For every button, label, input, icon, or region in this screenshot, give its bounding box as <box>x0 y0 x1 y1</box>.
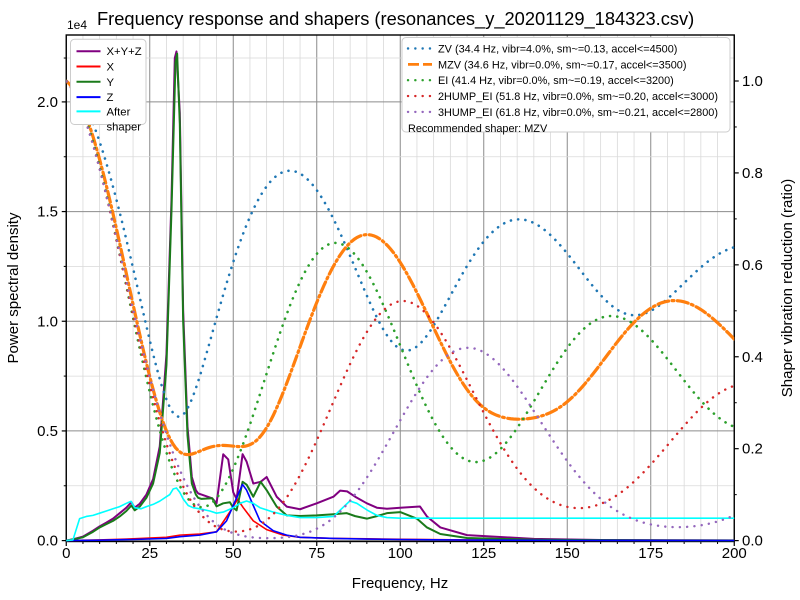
svg-text:Power spectral density: Power spectral density <box>5 212 22 363</box>
svg-text:1.0: 1.0 <box>742 73 763 90</box>
svg-text:100: 100 <box>388 545 413 562</box>
svg-text:shaper: shaper <box>107 122 142 134</box>
svg-text:0.8: 0.8 <box>742 165 763 182</box>
svg-text:150: 150 <box>555 545 580 562</box>
svg-text:Y: Y <box>107 77 115 89</box>
svg-text:Recommended shaper: MZV: Recommended shaper: MZV <box>408 123 548 135</box>
svg-text:X+Y+Z: X+Y+Z <box>107 46 142 58</box>
svg-text:25: 25 <box>141 545 158 562</box>
svg-text:2.0: 2.0 <box>37 94 58 111</box>
svg-text:1.5: 1.5 <box>37 204 58 221</box>
svg-text:2HUMP_EI (51.8 Hz, vibr=0.0%,: 2HUMP_EI (51.8 Hz, vibr=0.0%, sm~=0.20, … <box>438 91 718 103</box>
svg-text:50: 50 <box>225 545 242 562</box>
svg-text:Shaper vibration reduction (ra: Shaper vibration reduction (ratio) <box>779 179 796 397</box>
svg-text:0.4: 0.4 <box>742 349 763 366</box>
svg-text:125: 125 <box>471 545 496 562</box>
svg-text:175: 175 <box>638 545 663 562</box>
svg-text:0.5: 0.5 <box>37 423 58 440</box>
svg-text:0.6: 0.6 <box>742 257 763 274</box>
svg-text:Frequency response and shapers: Frequency response and shapers (resonanc… <box>97 8 694 30</box>
svg-text:0: 0 <box>62 545 70 562</box>
svg-text:EI (41.4 Hz, vibr=0.0%, sm~=0.: EI (41.4 Hz, vibr=0.0%, sm~=0.19, accel<… <box>438 75 674 87</box>
svg-text:X: X <box>107 62 115 74</box>
svg-text:0.0: 0.0 <box>742 533 763 550</box>
svg-text:3HUMP_EI (61.8 Hz, vibr=0.0%,: 3HUMP_EI (61.8 Hz, vibr=0.0%, sm~=0.21, … <box>438 107 718 119</box>
svg-text:0.0: 0.0 <box>37 533 58 550</box>
svg-text:1.0: 1.0 <box>37 313 58 330</box>
svg-text:1e4: 1e4 <box>67 18 87 32</box>
svg-text:MZV (34.6 Hz, vibr=0.0%, sm~=0: MZV (34.6 Hz, vibr=0.0%, sm~=0.17, accel… <box>438 59 687 71</box>
svg-text:Z: Z <box>107 92 114 104</box>
svg-text:ZV (34.4 Hz, vibr=4.0%, sm~=0.: ZV (34.4 Hz, vibr=4.0%, sm~=0.13, accel<… <box>438 44 677 56</box>
svg-text:0.2: 0.2 <box>742 441 763 458</box>
svg-text:Frequency, Hz: Frequency, Hz <box>352 575 448 592</box>
svg-text:After: After <box>107 106 131 118</box>
svg-text:75: 75 <box>308 545 325 562</box>
